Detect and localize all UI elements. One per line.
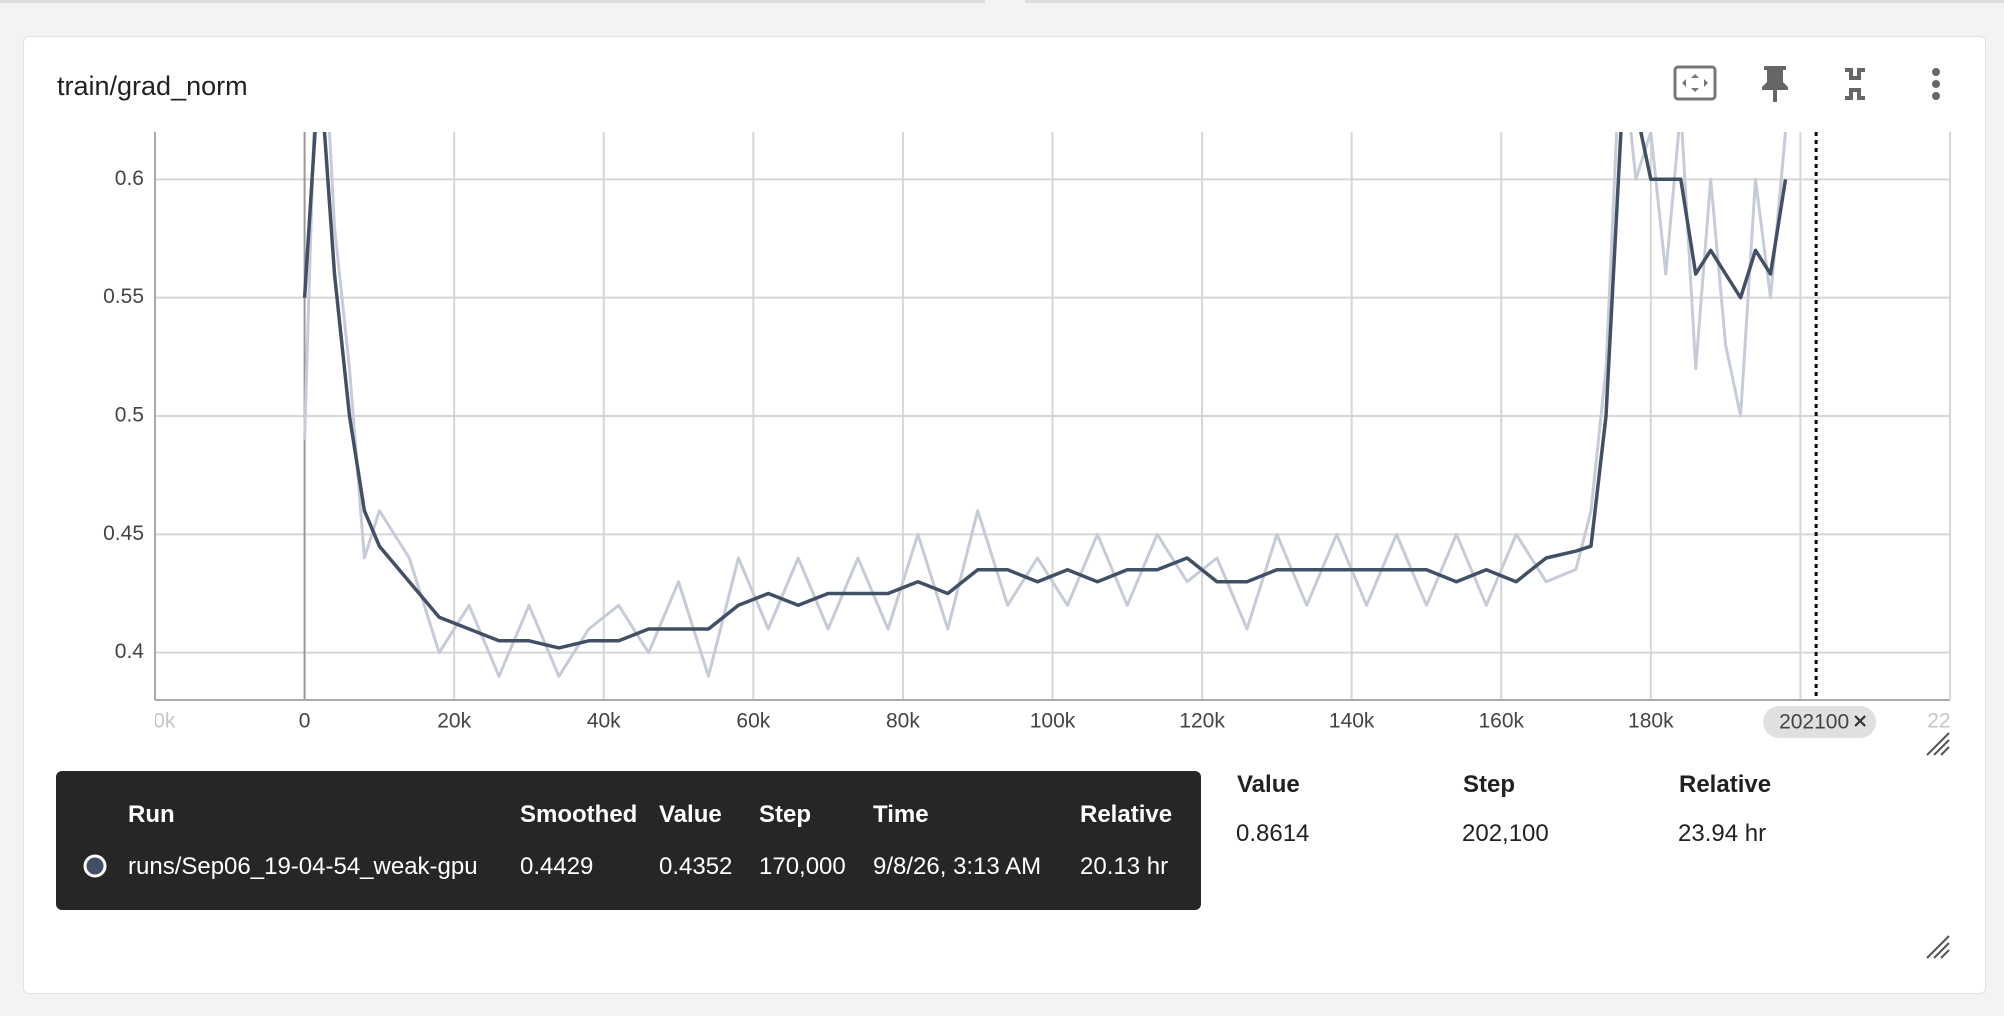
smoothed-line xyxy=(302,132,1788,650)
tooltip-header: Relative xyxy=(1080,801,1173,828)
tooltip-cell: 0.4429 xyxy=(520,853,594,880)
tooltip: Run Smoothed Value Step Time Relative runs/Sep… xyxy=(56,771,1201,910)
x-tick-label: 180k xyxy=(1628,710,1674,733)
fit-icon[interactable] xyxy=(1673,65,1717,101)
tooltip-cell: 170,000 xyxy=(759,853,846,880)
x-tick-label: 160k xyxy=(1478,710,1524,733)
cursor-close[interactable] xyxy=(1854,715,1866,727)
tooltip-header: Run xyxy=(128,801,175,828)
tooltip-cell: 20.13 hr xyxy=(1080,853,1169,880)
top-strip xyxy=(1025,0,2004,3)
toolbar xyxy=(1673,65,1940,102)
resize-handle[interactable] xyxy=(1926,732,1950,756)
raw-line xyxy=(303,132,1787,678)
tooltip-header: Value xyxy=(659,801,722,828)
tooltip-header: Smoothed xyxy=(520,801,638,828)
table-cell: 23.94 hr xyxy=(1678,820,1767,847)
collapse-icon[interactable] xyxy=(1845,68,1865,100)
x-tick-label: 120k xyxy=(1179,710,1225,733)
cursor-label: 202100 xyxy=(1779,711,1849,734)
column-header: Relative xyxy=(1679,771,1772,798)
x-tick-label: 220k xyxy=(1927,710,1973,733)
x-tick-label: -20k xyxy=(135,710,176,733)
top-strip xyxy=(0,0,985,3)
x-tick-label: 0 xyxy=(299,710,311,733)
column-header: Step xyxy=(1463,771,1516,798)
column-header: Value xyxy=(1237,771,1300,798)
y-tick-label: 0.5 xyxy=(115,404,144,427)
card-title: train/grad_norm xyxy=(57,71,248,101)
tooltip-cell: 0.4352 xyxy=(659,853,733,880)
x-tick-label: 140k xyxy=(1329,710,1375,733)
tooltip-header: Step xyxy=(759,801,812,828)
y-tick-label: 0.6 xyxy=(115,167,144,190)
tooltip-cell: 9/8/26, 3:13 AM xyxy=(873,853,1042,880)
x-axis-labels: -20k020k40k60k80k100k120k140k160k180k200… xyxy=(135,710,1973,733)
x-tick-label: 100k xyxy=(1030,710,1076,733)
plot-area xyxy=(302,132,1788,678)
pin-icon[interactable] xyxy=(1762,66,1788,102)
table-cell: 202,100 xyxy=(1462,820,1549,847)
resize-handle[interactable] xyxy=(1926,935,1950,959)
y-tick-label: 0.55 xyxy=(103,285,144,308)
run-swatch xyxy=(83,854,107,878)
tooltip-header: Time xyxy=(873,801,929,828)
menu-icon[interactable] xyxy=(1932,68,1940,100)
x-tick-label: 80k xyxy=(886,710,920,733)
x-tick-label: 40k xyxy=(587,710,621,733)
x-tick-label: 60k xyxy=(736,710,770,733)
y-tick-label: 0.4 xyxy=(115,640,145,663)
cursor-badge xyxy=(1763,706,1877,738)
x-tick-label: 20k xyxy=(437,710,471,733)
y-tick-label: 0.45 xyxy=(103,522,144,545)
tooltip-cell: runs/Sep06_19-04-54_weak-gpu xyxy=(128,853,478,880)
table-cell: 0.8614 xyxy=(1236,820,1310,847)
